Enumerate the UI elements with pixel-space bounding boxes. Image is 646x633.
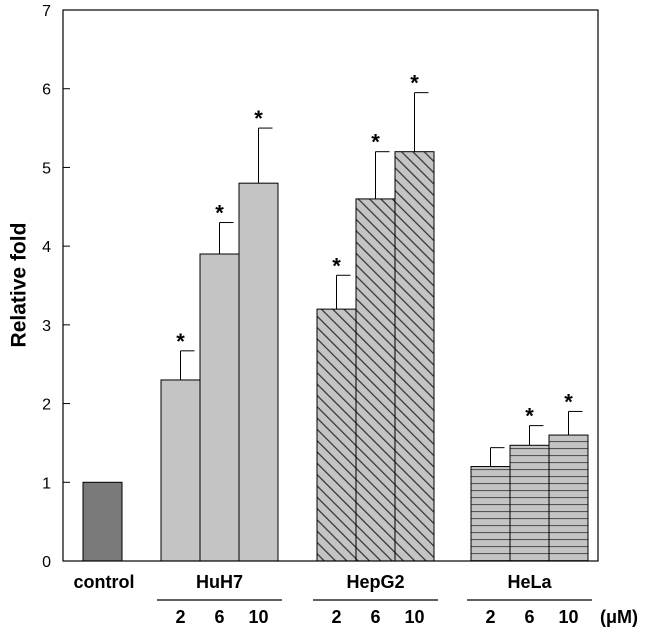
- concentration-label: 2: [175, 607, 185, 627]
- significance-star: *: [332, 253, 341, 278]
- concentration-label: 10: [248, 607, 268, 627]
- y-tick-label: 0: [42, 554, 51, 571]
- bar-hepg2-10: [394, 151, 435, 562]
- group-label-hepg2: HepG2: [346, 572, 404, 592]
- y-axis-label: Relative fold: [8, 223, 31, 348]
- bars: [82, 151, 589, 562]
- bar-hela-2: [470, 466, 511, 562]
- bar-hepg2-6: [355, 198, 396, 562]
- error-bars: [180, 92, 583, 467]
- plot-frame: [62, 9, 599, 562]
- y-tick-label: 3: [42, 318, 51, 335]
- y-tick-label: 2: [42, 397, 51, 414]
- y-tick-label: 1: [42, 475, 51, 492]
- control-label: control: [74, 572, 135, 592]
- group-label-hela: HeLa: [507, 572, 552, 592]
- concentration-label: 6: [214, 607, 224, 627]
- significance-star: *: [410, 71, 419, 96]
- bar-control: [82, 481, 123, 562]
- significance-star: *: [525, 404, 534, 429]
- significance-markers: * * * * * * * *: [176, 71, 573, 429]
- concentration-label: 2: [485, 607, 495, 627]
- bar-hepg2-2: [316, 308, 357, 562]
- y-axis: 0 1 2 3 4 5 6 7: [42, 3, 70, 571]
- concentration-label: 10: [558, 607, 578, 627]
- significance-star: *: [254, 106, 263, 131]
- significance-star: *: [564, 389, 573, 414]
- significance-star: *: [215, 201, 224, 226]
- y-tick-label: 5: [42, 160, 51, 177]
- group-label-huh7: HuH7: [196, 572, 243, 592]
- y-tick-label: 6: [42, 82, 51, 99]
- significance-star: *: [371, 130, 380, 155]
- significance-star: *: [176, 329, 185, 354]
- concentration-label: 2: [331, 607, 341, 627]
- unit-label: (μM): [600, 607, 638, 627]
- y-tick-label: 4: [42, 239, 51, 256]
- concentration-label: 10: [404, 607, 424, 627]
- y-tick-label: 7: [42, 3, 51, 20]
- concentration-label: 6: [524, 607, 534, 627]
- bar-hela-6: [509, 444, 550, 562]
- concentration-label: 6: [370, 607, 380, 627]
- bar-huh7-10: [238, 182, 279, 562]
- bar-huh7-6: [199, 253, 240, 562]
- bar-huh7-2: [160, 379, 201, 562]
- bar-hela-10: [548, 434, 589, 562]
